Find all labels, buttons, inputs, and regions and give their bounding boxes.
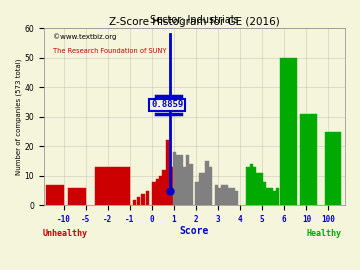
Bar (206, 161, 209, 205)
Bar (121, 167, 130, 205)
Bar (179, 155, 183, 205)
Bar (276, 188, 279, 205)
Bar (141, 194, 145, 205)
Bar (152, 182, 156, 205)
Bar (235, 191, 238, 205)
Bar (215, 185, 218, 205)
Bar (137, 197, 140, 205)
Bar (260, 173, 263, 205)
Bar (263, 182, 266, 205)
Title: Z-Score Histogram for GE (2016): Z-Score Histogram for GE (2016) (109, 17, 280, 27)
Bar (269, 188, 273, 205)
Bar (46, 185, 64, 205)
Text: The Research Foundation of SUNY: The Research Foundation of SUNY (53, 48, 166, 54)
Bar (186, 155, 189, 205)
Bar (176, 155, 179, 205)
Text: ©www.textbiz.org: ©www.textbiz.org (53, 33, 116, 40)
Bar (221, 185, 225, 205)
Bar (199, 173, 202, 205)
Bar (231, 188, 235, 205)
Bar (280, 58, 297, 205)
Bar (256, 173, 260, 205)
Bar (202, 173, 206, 205)
Bar (68, 188, 86, 205)
Bar (132, 200, 136, 205)
Bar (300, 114, 317, 205)
Bar (159, 176, 162, 205)
Text: Unhealthy: Unhealthy (42, 228, 87, 238)
Y-axis label: Number of companies (573 total): Number of companies (573 total) (15, 59, 22, 175)
X-axis label: Score: Score (180, 225, 209, 236)
Bar (156, 179, 159, 205)
Bar (146, 191, 149, 205)
Text: 0.8859: 0.8859 (151, 100, 184, 109)
Bar (195, 182, 199, 205)
Bar (183, 167, 186, 205)
Bar (95, 167, 103, 205)
Bar (253, 167, 256, 205)
Bar (218, 188, 221, 205)
Bar (228, 188, 231, 205)
Bar (209, 167, 212, 205)
Bar (246, 167, 249, 205)
Bar (166, 140, 170, 205)
Text: Healthy: Healthy (306, 228, 341, 238)
Text: Sector: Industrials: Sector: Industrials (150, 15, 239, 25)
Bar (249, 164, 253, 205)
Bar (325, 131, 341, 205)
Bar (170, 167, 173, 205)
Bar (189, 164, 193, 205)
Bar (273, 191, 276, 205)
Bar (225, 185, 228, 205)
Bar (112, 167, 121, 205)
Bar (162, 170, 166, 205)
Bar (266, 188, 269, 205)
Bar (103, 167, 112, 205)
Bar (173, 152, 176, 205)
